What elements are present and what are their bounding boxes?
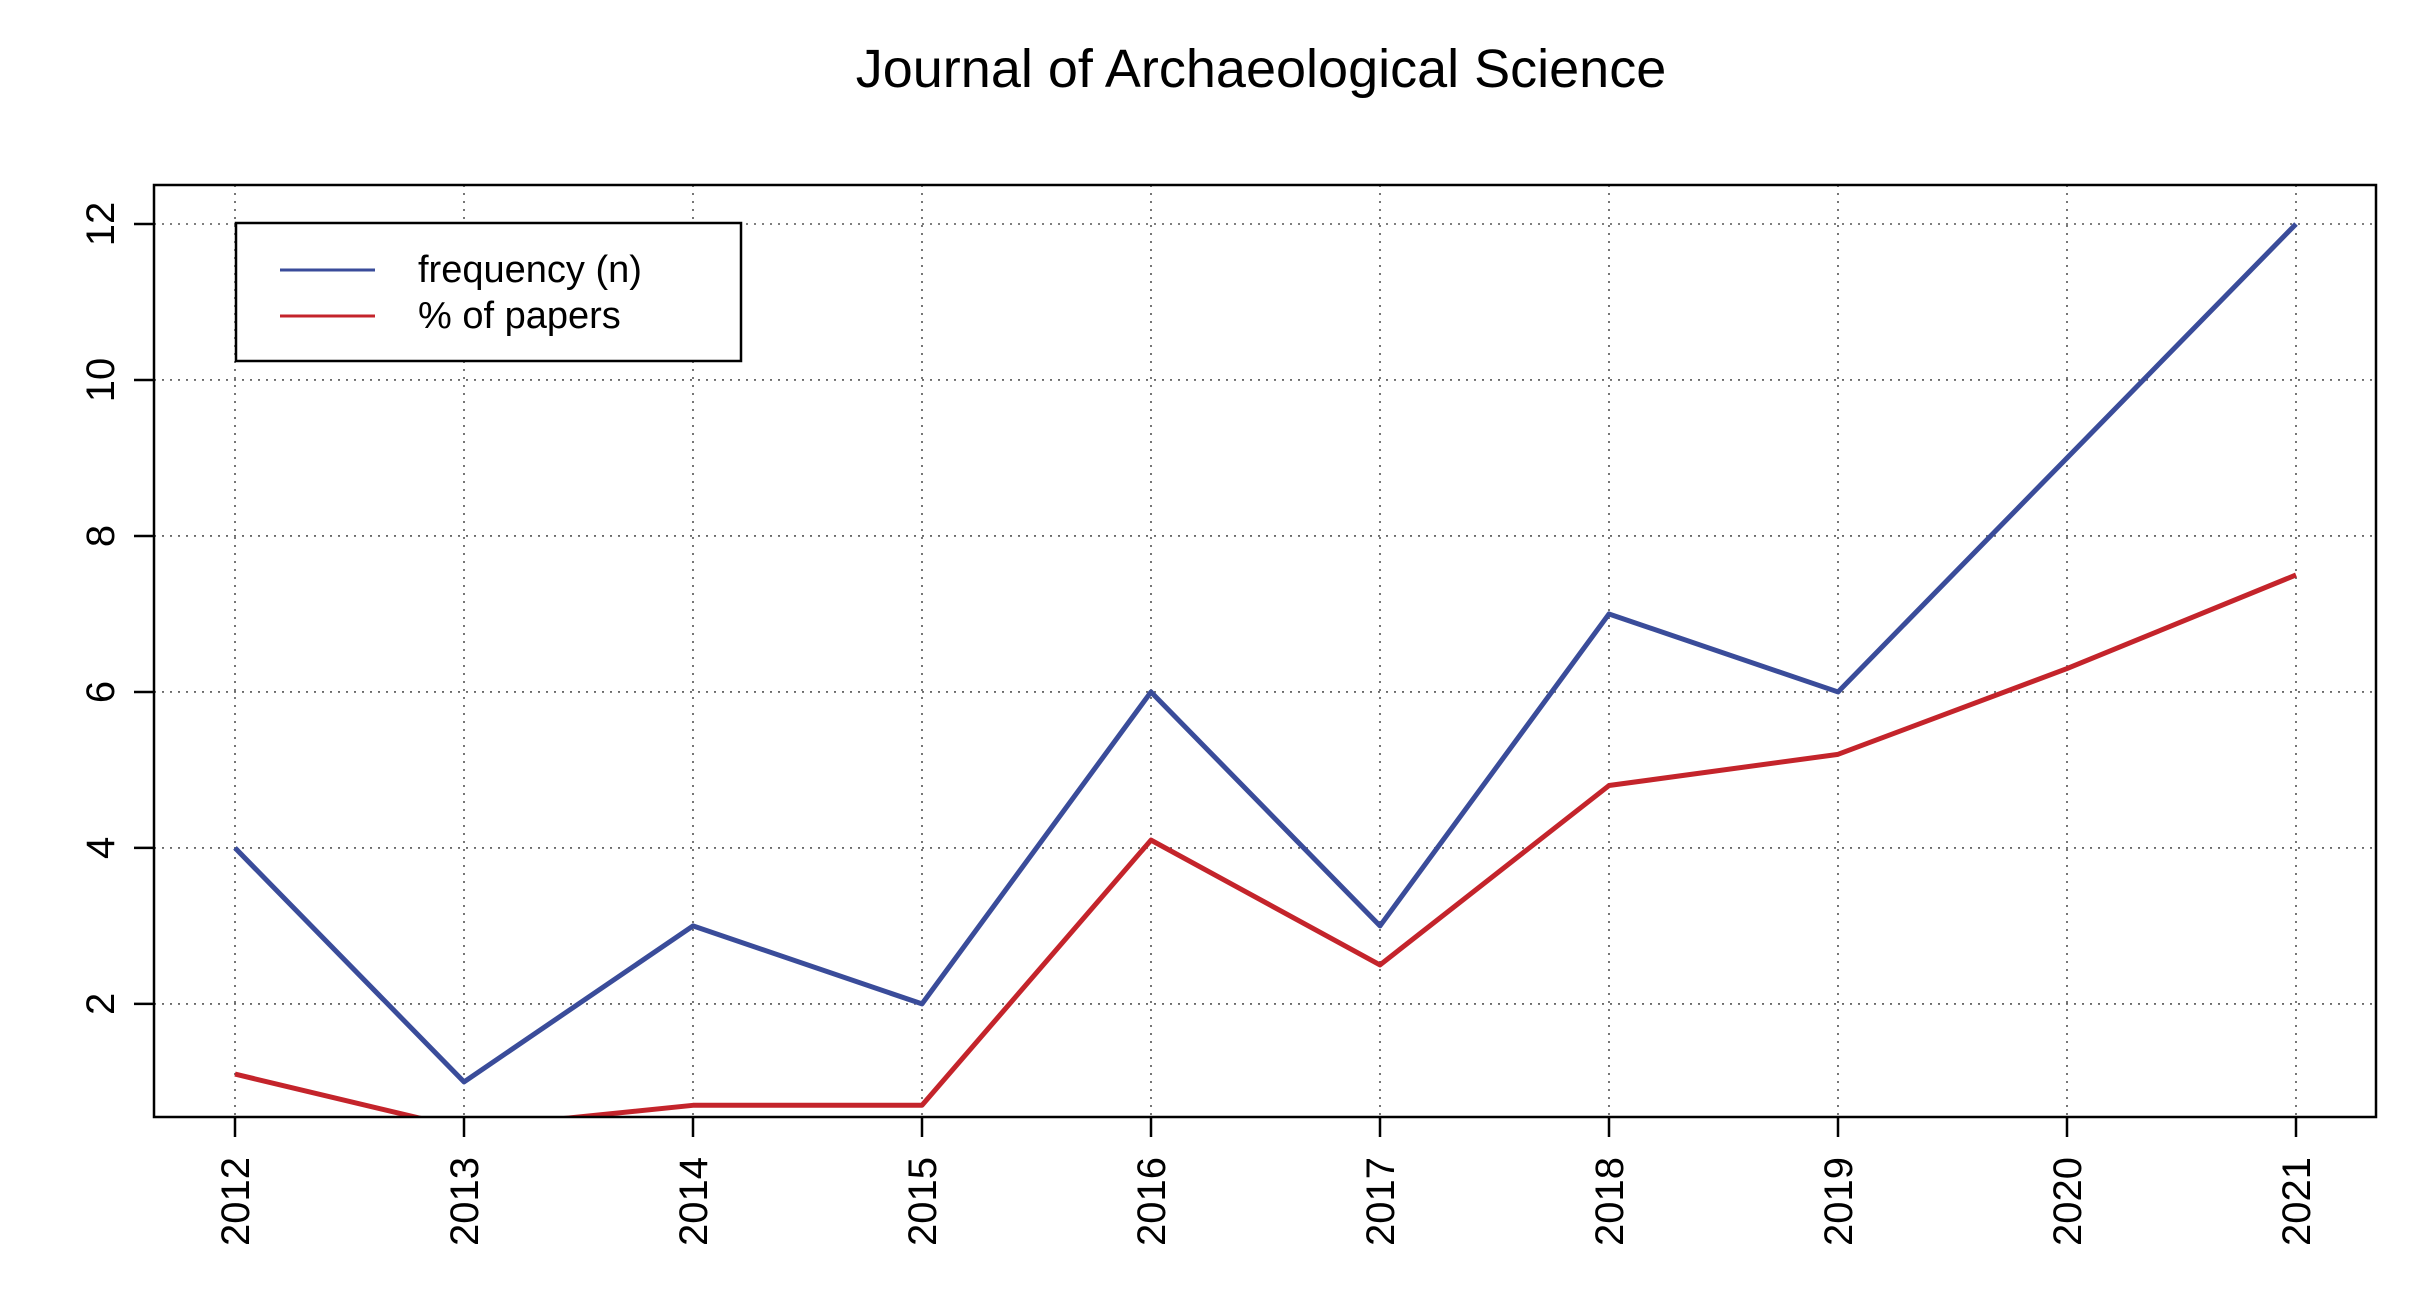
series-line-frequency (233, 222, 2298, 1085)
axes: 2012 2013 2014 2015 2016 2017 2018 2019 2020 2021… (79, 202, 2319, 1246)
y-tick-label: 12 (79, 202, 123, 247)
x-tick-label: 2015 (901, 1157, 945, 1246)
grid-lines (154, 185, 2376, 1117)
plot-frame (152, 183, 2378, 1119)
y-tick-label: 10 (79, 358, 123, 403)
legend-box (234, 221, 743, 363)
x-tick-label: 2016 (1130, 1157, 1174, 1246)
series-lines (233, 222, 2298, 1117)
x-tick-label: 2014 (672, 1157, 716, 1246)
x-tick-label: 2013 (443, 1157, 487, 1246)
series-line-percent-of-papers (234, 572, 2297, 1117)
y-tick-label: 6 (79, 681, 123, 703)
legend: frequency (n) % of papers (234, 221, 743, 363)
x-tick-label: 2018 (1588, 1157, 1632, 1246)
x-tick-label: 2019 (1817, 1157, 1861, 1246)
x-tick-label: 2017 (1359, 1157, 1403, 1246)
y-tick-label: 4 (79, 837, 123, 859)
x-tick-label: 2020 (2046, 1157, 2090, 1246)
y-tick-label: 8 (79, 525, 123, 547)
chart-title: Journal of Archaeological Science (856, 39, 1667, 99)
legend-label-percent-of-papers: % of papers (418, 295, 621, 337)
x-tick-label: 2012 (214, 1157, 258, 1246)
x-tick-label: 2021 (2275, 1157, 2319, 1246)
legend-label-frequency: frequency (n) (418, 249, 642, 291)
y-tick-label: 2 (79, 993, 123, 1015)
